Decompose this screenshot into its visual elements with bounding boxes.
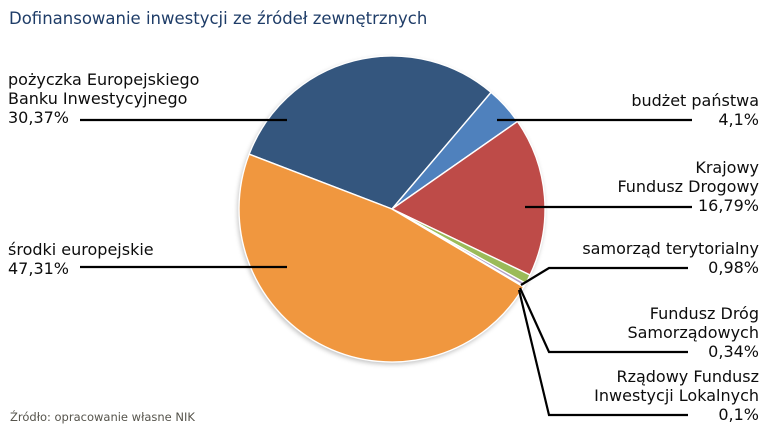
slice-value-label: 0,98% — [708, 258, 759, 277]
slice-label-text: Inwestycji Lokalnych — [594, 386, 759, 405]
slice-label-text: budżet państwa — [631, 91, 759, 110]
slice-label-text: Fundusz Drogowy — [617, 177, 759, 196]
slice-label-text: pożyczka Europejskiego — [8, 70, 200, 89]
slice-label-fundusz-drog-samorzadowych: Fundusz Dróg Samorządowych 0,34% — [627, 304, 759, 361]
slice-label-text: Rządowy Fundusz — [616, 367, 759, 386]
slice-label-pozyczka-ebi: pożyczka Europejskiego Banku Inwestycyjne… — [8, 70, 199, 127]
slice-value-label: 16,79% — [697, 196, 759, 215]
leader-line-rzadowy-fundusz-inwestycji-lokalnych — [517, 289, 688, 417]
slice-label-text: środki europejskie — [8, 240, 154, 259]
slice-label-text: samorząd terytorialny — [582, 239, 759, 258]
slice-label-samorzad-terytorialny: samorząd terytorialny 0,98% — [582, 239, 759, 277]
slice-label-rzadowy-fundusz-inwestycji-lokalnych: Rządowy Fundusz Inwestycji Lokalnych 0,1% — [594, 367, 759, 424]
pie-slice-krajowy-fundusz-drogowy — [391, 120, 546, 276]
pie-slice-pozyczka-ebi — [248, 55, 492, 210]
pie-slice-srodki-europejskie — [238, 153, 525, 363]
slice-label-budzet-panstwa: budżet państwa 4,1% — [631, 91, 759, 129]
slice-label-text: Fundusz Dróg — [649, 304, 759, 323]
slice-label-text: Krajowy — [695, 158, 759, 177]
slice-value-label: 0,34% — [708, 342, 759, 361]
slice-value-label: 30,37% — [8, 108, 70, 127]
slice-label-krajowy-fundusz-drogowy: Krajowy Fundusz Drogowy 16,79% — [617, 158, 759, 215]
slice-label-srodki-europejskie: środki europejskie 47,31% — [8, 240, 154, 278]
slice-value-label: 4,1% — [718, 110, 759, 129]
pie-slices — [238, 55, 546, 363]
chart-title: Dofinansowanie inwestycji ze źródeł zewn… — [9, 9, 428, 28]
leader-line-samorzad-terytorialny — [520, 266, 688, 286]
source-note: Źródło: opracowanie własne NIK — [10, 410, 195, 424]
leader-lines — [80, 118, 692, 417]
slice-label-text: Samorządowych — [627, 323, 759, 342]
leader-line-fundusz-drog-samorzadowych — [518, 287, 688, 354]
slice-label-text: Banku Inwestycyjnego — [8, 89, 188, 108]
slice-value-label: 0,1% — [718, 405, 759, 424]
slice-value-label: 47,31% — [8, 259, 70, 278]
